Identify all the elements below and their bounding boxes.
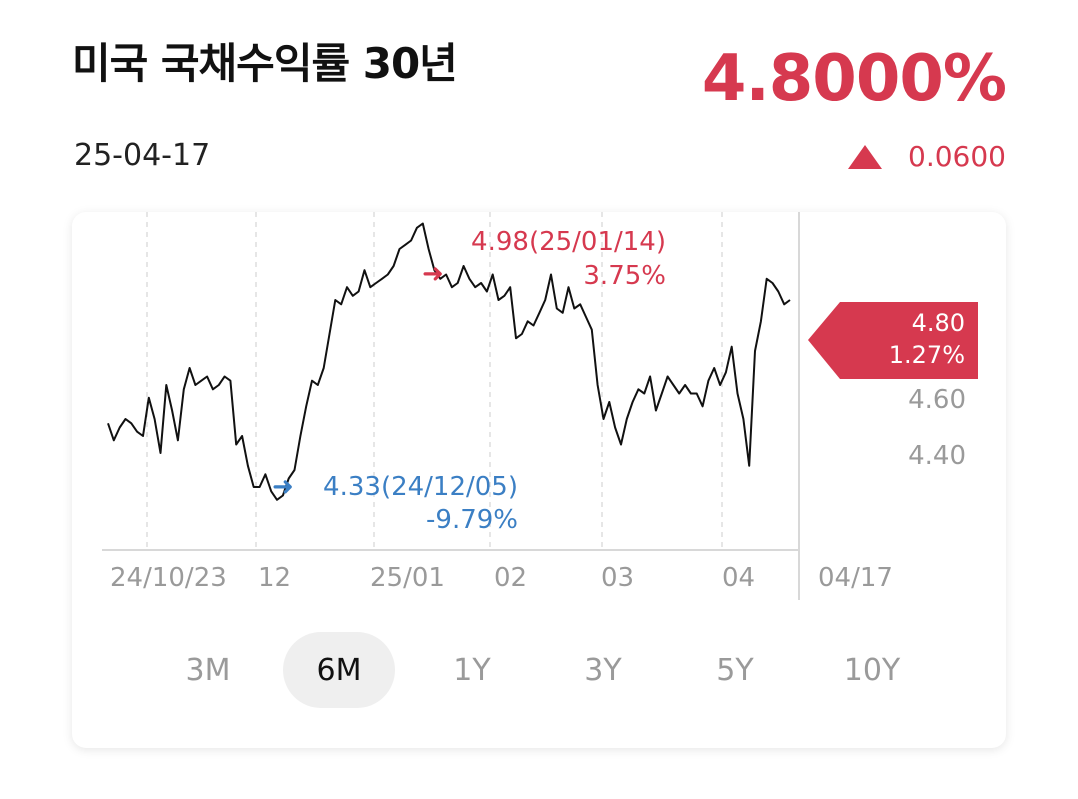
last-value-badge-shape (808, 302, 978, 379)
x-tick-label: 02 (494, 563, 527, 593)
quote-date: 25-04-17 (74, 138, 211, 173)
x-tick-label: 24/10/23 (110, 563, 227, 593)
x-tick-label: 04 (722, 563, 755, 593)
period-selector: 3M 6M 1Y 3Y 5Y 10Y (72, 632, 1006, 712)
low-pct: -9.79% (426, 505, 518, 535)
x-tick-label: 25/01 (370, 563, 445, 593)
y-tick-label: 4.60 (908, 385, 966, 415)
yield-chart: 24/10/23 12 25/01 02 03 04 04/17 4.40 4.… (102, 212, 978, 600)
current-price: 4.8000% (701, 42, 1007, 116)
x-tick-label: 04/17 (818, 563, 893, 593)
low-annotation: ➜ 4.33(24/12/05) -9.79% (272, 472, 518, 535)
period-6m[interactable]: 6M (283, 632, 395, 708)
chart-card: 24/10/23 12 25/01 02 03 04 04/17 4.40 4.… (72, 212, 1006, 748)
period-10y[interactable]: 10Y (843, 652, 901, 688)
x-grid (146, 212, 723, 550)
last-value: 4.80 (912, 309, 965, 337)
high-annotation: ➜ 4.98(25/01/14) 3.75% (422, 227, 666, 291)
high-label: 4.98(25/01/14) (471, 227, 666, 257)
period-5y[interactable]: 5Y (716, 652, 754, 688)
period-3m[interactable]: 3M (185, 652, 231, 688)
last-pct: 1.27% (889, 341, 965, 369)
arrow-right-icon: ➜ (272, 472, 294, 502)
price-change-value: 0.0600 (908, 140, 1006, 173)
price-line (107, 222, 791, 501)
price-change: 0.0600 (848, 140, 1006, 173)
period-3y[interactable]: 3Y (584, 652, 622, 688)
y-tick-label: 4.40 (908, 441, 966, 471)
arrow-right-icon: ➜ (422, 259, 444, 289)
last-value-badge: 4.80 1.27% (808, 302, 978, 379)
period-1y[interactable]: 1Y (453, 652, 491, 688)
low-label: 4.33(24/12/05) (323, 472, 518, 502)
x-tick-label: 03 (601, 563, 634, 593)
x-tick-label: 12 (258, 563, 291, 593)
triangle-up-icon (848, 144, 883, 169)
page-title: 미국 국채수익률 30년 (72, 39, 458, 88)
high-pct: 3.75% (583, 261, 666, 291)
